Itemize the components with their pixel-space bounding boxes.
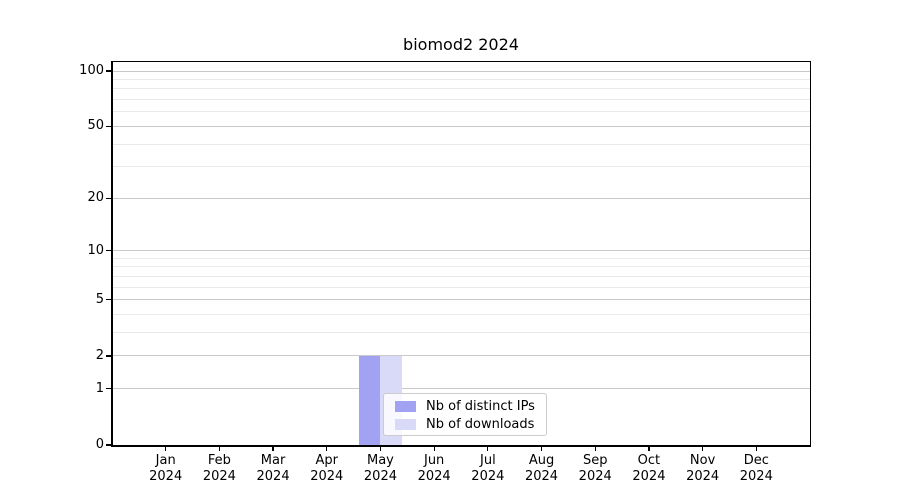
gridline-minor <box>112 332 810 334</box>
y-tick-mark <box>106 250 111 252</box>
x-tick-mark <box>701 446 704 451</box>
y-tick-label: 50 <box>87 118 104 134</box>
y-tick-mark <box>106 355 111 357</box>
gridline-minor <box>112 266 810 268</box>
x-tick-label: Jun 2024 <box>417 453 451 484</box>
gridline-major <box>112 125 810 127</box>
legend-label-distinct-ips: Nb of distinct IPs <box>426 398 535 414</box>
y-tick-mark <box>106 125 111 128</box>
x-tick-label: Nov 2024 <box>686 453 720 484</box>
legend-label-downloads: Nb of downloads <box>426 416 535 432</box>
y-tick-label: 1 <box>95 380 104 396</box>
x-tick-label: Aug 2024 <box>524 453 559 484</box>
gridline-minor <box>112 88 810 90</box>
spine-bottom <box>111 445 811 447</box>
y-tick-label: 20 <box>87 190 104 206</box>
gridline-minor <box>112 111 810 113</box>
gridline-major <box>112 355 810 357</box>
gridline-major <box>112 388 810 390</box>
y-tick-label: 10 <box>87 242 104 258</box>
legend: Nb of distinct IPs Nb of downloads <box>383 393 547 436</box>
x-tick-mark <box>755 446 757 451</box>
legend-swatch-downloads <box>395 418 416 430</box>
gridline-minor <box>112 166 810 168</box>
gridline-major <box>112 250 810 252</box>
x-tick-label: Mar 2024 <box>256 453 290 484</box>
y-tick-label: 5 <box>95 291 104 307</box>
x-tick-label: Oct 2024 <box>632 453 666 484</box>
x-tick-mark <box>165 446 167 451</box>
y-tick-mark <box>106 388 111 390</box>
x-tick-mark <box>433 446 435 451</box>
spine-right <box>810 61 812 446</box>
chart-title: biomod2 2024 <box>403 35 519 54</box>
y-tick-label: 2 <box>95 347 104 363</box>
gridline-major <box>112 70 810 72</box>
gridline-minor <box>112 314 810 316</box>
x-tick-mark <box>326 446 328 451</box>
legend-item-downloads: Nb of downloads <box>395 416 540 432</box>
gridline-major <box>112 299 810 301</box>
gridline-minor <box>112 79 810 81</box>
spine-left <box>111 61 113 446</box>
gridline-major <box>112 197 810 199</box>
x-tick-mark <box>379 446 382 451</box>
x-tick-label: Feb 2024 <box>202 453 236 484</box>
bar-distinct-ips-may-2024 <box>358 355 381 445</box>
x-tick-mark <box>594 446 596 451</box>
spine-top <box>111 61 811 63</box>
y-tick-label: 100 <box>79 63 104 79</box>
y-tick-mark <box>106 444 111 446</box>
x-tick-mark <box>487 446 489 451</box>
x-tick-mark <box>648 446 650 451</box>
x-tick-mark <box>272 446 274 451</box>
y-tick-mark <box>106 70 111 72</box>
x-tick-mark <box>218 446 221 451</box>
gridline-minor <box>112 99 810 101</box>
gridline-minor <box>112 143 810 145</box>
x-tick-label: Dec 2024 <box>739 453 773 484</box>
gridline-minor <box>112 257 810 259</box>
y-tick-mark <box>106 197 111 199</box>
gridline-minor <box>112 286 810 288</box>
gridline-minor <box>112 276 810 278</box>
y-tick-label: 0 <box>95 437 104 452</box>
x-tick-mark <box>540 446 543 451</box>
x-tick-label: Apr 2024 <box>310 453 344 484</box>
legend-item-distinct-ips: Nb of distinct IPs <box>395 398 540 414</box>
y-tick-mark <box>106 299 111 301</box>
legend-swatch-distinct-ips <box>395 400 416 412</box>
x-tick-label: Sep 2024 <box>578 453 612 484</box>
x-tick-label: Jul 2024 <box>471 453 505 484</box>
x-tick-label: May 2024 <box>363 453 397 484</box>
x-tick-label: Jan 2024 <box>149 453 183 484</box>
